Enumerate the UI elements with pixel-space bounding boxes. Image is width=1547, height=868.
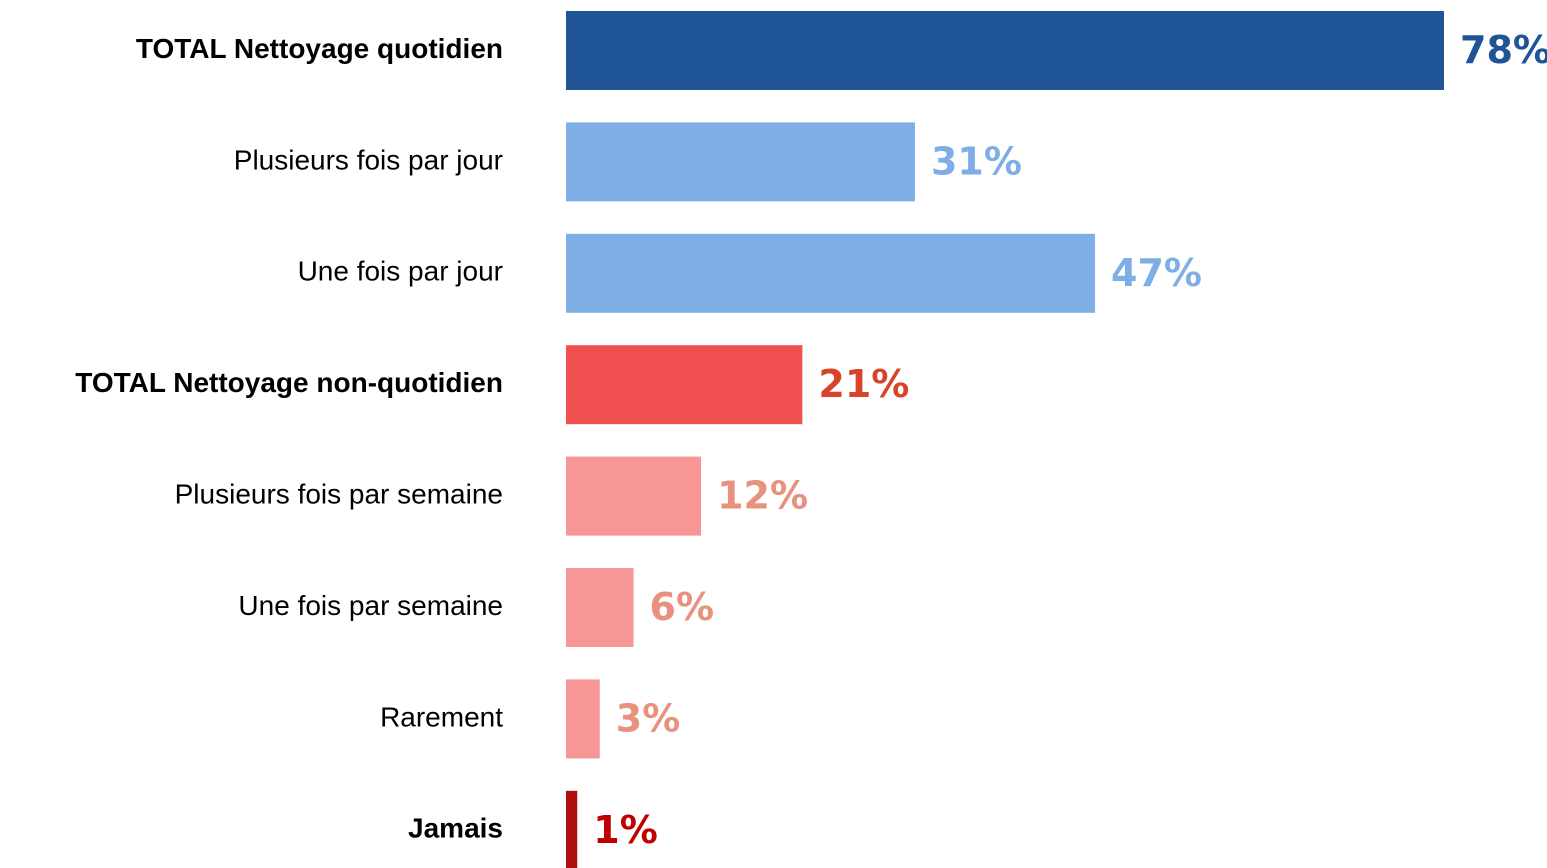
value-label: 1%	[593, 808, 658, 852]
value-label: 6%	[650, 585, 715, 629]
category-label: Plusieurs fois par jour	[234, 144, 503, 175]
value-label: 31%	[931, 139, 1022, 183]
bar	[566, 568, 634, 647]
category-label: Rarement	[380, 701, 503, 732]
value-label: 47%	[1111, 251, 1202, 295]
bar	[566, 456, 702, 536]
bar	[566, 790, 578, 868]
bar	[566, 122, 915, 202]
category-label: TOTAL Nettoyage non-quotidien	[75, 367, 503, 398]
value-label: 78%	[1460, 28, 1547, 72]
category-label: Plusieurs fois par semaine	[175, 478, 503, 509]
bar	[566, 233, 1096, 313]
category-label: Une fois par jour	[298, 256, 503, 287]
category-label: Jamais	[408, 813, 503, 844]
bar	[566, 679, 600, 759]
category-label: Une fois par semaine	[238, 590, 503, 621]
bar	[566, 11, 1444, 90]
value-label: 3%	[616, 696, 681, 740]
category-label: TOTAL Nettoyage quotidien	[136, 33, 503, 64]
value-label: 21%	[818, 362, 909, 406]
value-label: 12%	[717, 474, 808, 518]
bar	[566, 345, 803, 425]
